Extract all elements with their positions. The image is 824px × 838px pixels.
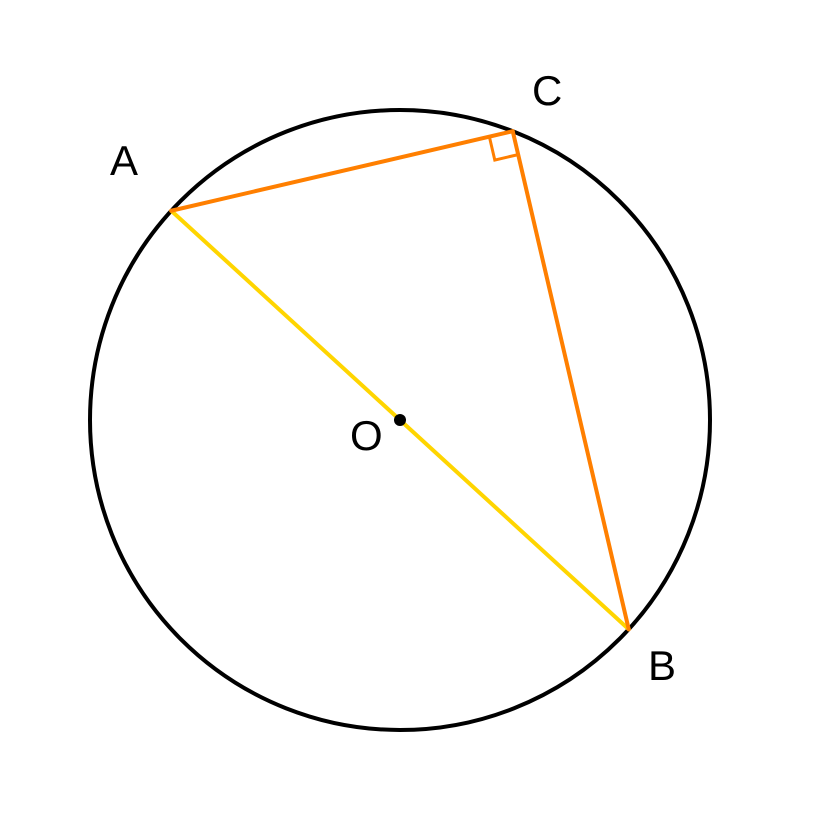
label-C: C: [532, 67, 562, 114]
edge-CB: [513, 131, 629, 629]
geometry-diagram: A B C O: [0, 0, 824, 838]
label-O: O: [350, 412, 383, 459]
edge-AC: [171, 131, 512, 211]
label-A: A: [110, 137, 138, 184]
triangle-edges: [171, 131, 628, 629]
label-B: B: [648, 642, 676, 689]
center-point-icon: [394, 414, 406, 426]
